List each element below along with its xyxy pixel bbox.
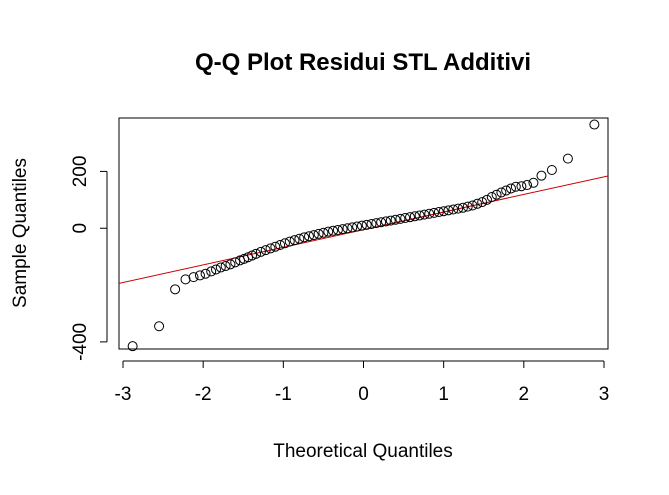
data-point	[303, 231, 314, 242]
x-tick-label: 2	[519, 384, 530, 405]
data-point	[462, 201, 473, 212]
data-point	[477, 197, 488, 208]
data-point	[352, 221, 363, 232]
data-point	[170, 284, 181, 295]
data-point	[328, 225, 339, 236]
data-point	[589, 119, 600, 130]
data-point	[443, 205, 454, 216]
data-point	[251, 248, 262, 259]
data-point	[270, 241, 281, 252]
data-point	[356, 220, 367, 231]
chart-title: Q-Q Plot Residui STL Additivi	[195, 49, 531, 76]
data-point	[206, 266, 217, 277]
data-point	[501, 185, 512, 196]
data-point	[491, 189, 502, 200]
data-point	[308, 230, 319, 241]
data-point	[424, 208, 435, 219]
data-point	[481, 194, 492, 205]
data-point	[376, 217, 387, 228]
data-point	[294, 233, 305, 244]
data-point	[414, 210, 425, 221]
data-point	[313, 228, 324, 239]
data-point	[260, 245, 271, 256]
data-point	[496, 187, 507, 198]
y-axis-label: Sample Quantiles	[10, 158, 31, 308]
data-point	[289, 235, 300, 246]
data-point	[299, 232, 310, 243]
x-tick-label: -2	[195, 384, 212, 405]
data-point	[506, 183, 517, 194]
data-point	[448, 204, 459, 215]
data-point	[419, 209, 430, 220]
data-point	[284, 236, 295, 247]
data-point	[467, 200, 478, 211]
data-point	[154, 321, 165, 332]
y-tick-label: 200	[70, 156, 91, 188]
data-point	[546, 164, 557, 175]
y-tick-label: -400	[70, 323, 91, 361]
data-point	[332, 224, 343, 235]
data-point	[347, 222, 358, 233]
data-point	[275, 240, 286, 251]
data-point	[265, 243, 276, 254]
data-point	[215, 262, 226, 273]
data-point	[395, 213, 406, 224]
plot-frame	[118, 117, 609, 350]
data-point	[230, 257, 241, 268]
x-axis-label: Theoretical Quantiles	[273, 441, 453, 462]
data-point	[337, 224, 348, 235]
data-point	[400, 213, 411, 224]
data-point	[361, 219, 372, 230]
data-point	[516, 181, 527, 192]
data-point	[366, 218, 377, 229]
data-point	[385, 215, 396, 226]
x-tick-label: 1	[438, 384, 449, 405]
x-tick-label: 0	[358, 384, 369, 405]
x-tick-label: -1	[275, 384, 292, 405]
data-point	[562, 153, 573, 164]
x-tick-label: -3	[115, 384, 132, 405]
data-point	[433, 207, 444, 218]
y-tick-label: 0	[70, 223, 91, 234]
data-point	[342, 223, 353, 234]
data-point	[371, 218, 382, 229]
data-point	[536, 170, 547, 181]
data-point	[404, 212, 415, 223]
data-point	[510, 181, 521, 192]
data-point	[220, 261, 231, 272]
data-point	[180, 274, 191, 285]
y-axis: -400 0 200	[70, 156, 108, 361]
x-tick-label: 3	[599, 384, 610, 405]
data-point	[438, 206, 449, 217]
points-group	[127, 119, 600, 352]
data-point	[429, 207, 440, 218]
data-point	[390, 214, 401, 225]
x-axis: -3 -2 -1 0 1 2 3	[115, 360, 610, 405]
data-point	[528, 177, 539, 188]
data-point	[318, 227, 329, 238]
data-point	[486, 191, 497, 202]
data-point	[522, 180, 533, 191]
data-point	[255, 246, 266, 257]
data-point	[210, 264, 221, 275]
data-point	[472, 198, 483, 209]
data-point	[194, 270, 205, 281]
data-point	[225, 259, 236, 270]
data-point	[323, 226, 334, 237]
data-point	[188, 272, 199, 283]
data-point	[200, 268, 211, 279]
data-point	[380, 216, 391, 227]
data-point	[279, 238, 290, 249]
data-point	[127, 341, 138, 352]
data-point	[409, 211, 420, 222]
data-point	[453, 203, 464, 214]
data-point	[457, 202, 468, 213]
